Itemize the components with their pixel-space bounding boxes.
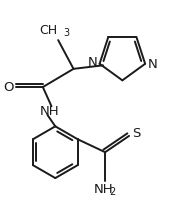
Text: O: O: [3, 81, 14, 93]
Text: 3: 3: [63, 28, 69, 38]
Text: N: N: [148, 58, 158, 71]
Text: NH: NH: [94, 183, 113, 196]
Text: N: N: [87, 56, 97, 69]
Text: NH: NH: [40, 105, 59, 117]
Text: S: S: [133, 127, 141, 141]
Text: 2: 2: [110, 187, 116, 197]
Text: CH: CH: [39, 24, 57, 37]
